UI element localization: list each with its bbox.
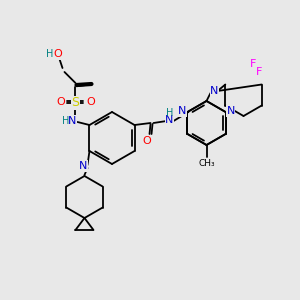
Text: N: N [68,116,77,126]
Text: S: S [71,97,80,110]
Text: N: N [79,161,88,171]
Text: H: H [62,116,69,126]
Text: O: O [56,97,65,107]
Text: H: H [166,108,173,118]
Text: CH₃: CH₃ [198,160,215,169]
Text: F: F [250,59,257,69]
Polygon shape [76,84,92,86]
Text: N: N [210,86,219,96]
Text: N: N [165,115,174,125]
Text: O: O [86,97,95,107]
Text: F: F [256,67,263,77]
Text: N: N [226,106,235,116]
Text: O: O [53,49,62,59]
Text: H: H [46,49,53,59]
Text: O: O [142,136,151,146]
Text: N: N [178,106,187,116]
